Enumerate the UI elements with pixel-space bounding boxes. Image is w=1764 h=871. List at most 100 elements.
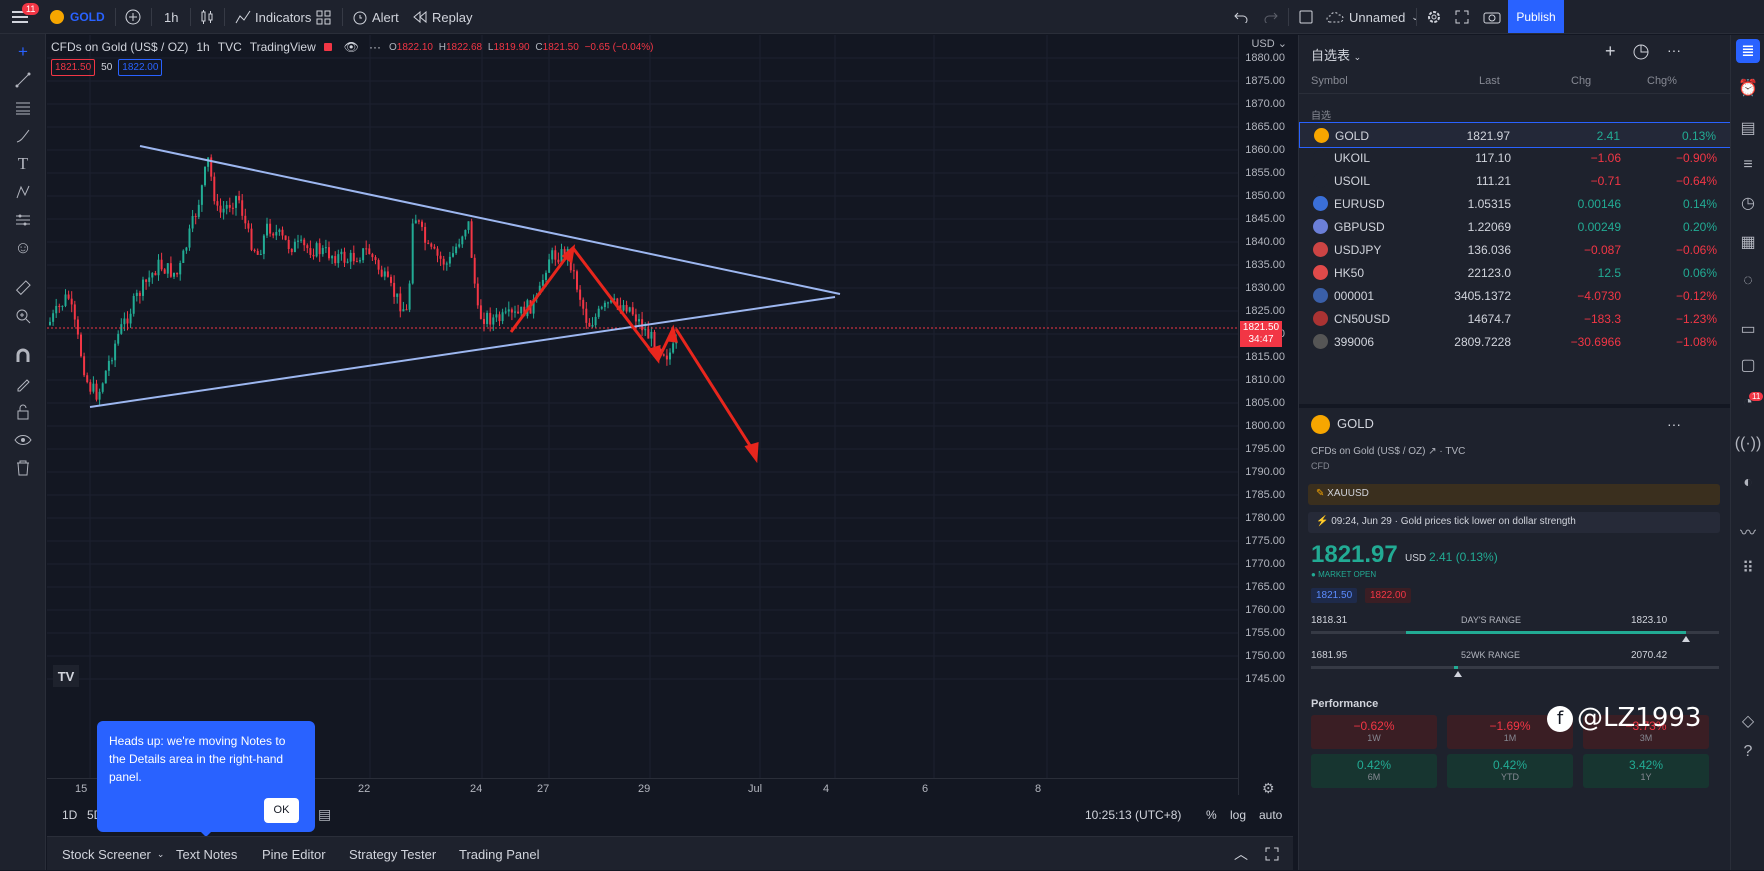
watchlist-title[interactable]: 自选表 ⌄ xyxy=(1311,48,1362,63)
menu-button[interactable] xyxy=(12,0,30,34)
details-more-icon[interactable]: ··· xyxy=(1667,416,1681,432)
details-bid[interactable]: 1821.50 xyxy=(1311,588,1358,603)
details-ask[interactable]: 1822.00 xyxy=(1365,588,1412,603)
compare-button[interactable] xyxy=(125,0,141,34)
settings-button[interactable] xyxy=(1426,0,1442,34)
fib-tool-icon[interactable] xyxy=(9,94,37,122)
tab-pine-editor[interactable]: Pine Editor xyxy=(262,846,326,862)
col-last[interactable]: Last xyxy=(1479,75,1500,87)
eye-icon[interactable] xyxy=(9,426,37,454)
watchlist-icon[interactable]: ≣ xyxy=(1736,39,1760,63)
watchlist-row[interactable]: EURUSD 1.05315 0.00146 0.14% xyxy=(1299,191,1731,217)
watchlist-row[interactable]: GOLD 1821.97 2.41 0.13% xyxy=(1299,122,1731,148)
toast-ok-button[interactable]: OK xyxy=(264,798,299,823)
col-symbol[interactable]: Symbol xyxy=(1311,75,1348,87)
details-symbol[interactable]: GOLD xyxy=(1337,416,1374,431)
calendar-icon[interactable]: ▤ xyxy=(318,806,332,822)
performance-cell[interactable]: 0.42% YTD xyxy=(1447,754,1573,788)
advanced-view-icon[interactable] xyxy=(1633,44,1649,63)
replay-button[interactable]: Replay xyxy=(412,0,472,34)
chat-icon[interactable]: ▭ xyxy=(1740,321,1756,338)
watchlist-row[interactable]: UKOIL 117.10 −1.06 −0.90% xyxy=(1299,145,1731,171)
percent-toggle[interactable]: % xyxy=(1206,808,1217,822)
collapse-panel-icon[interactable]: ︿ xyxy=(1234,846,1248,862)
templates-button[interactable] xyxy=(316,0,331,34)
pattern-tool-icon[interactable] xyxy=(9,178,37,206)
help-icon[interactable]: ? xyxy=(1743,743,1753,760)
crosshair-icon[interactable]: + xyxy=(18,42,28,61)
news-headline[interactable]: ⚡ 09:24, Jun 29 · Gold prices tick lower… xyxy=(1308,512,1720,533)
tab-strategy-tester[interactable]: Strategy Tester xyxy=(349,846,437,862)
clock[interactable]: 10:25:13 (UTC+8) xyxy=(1085,808,1182,822)
add-symbol-icon[interactable]: + xyxy=(1605,41,1616,61)
ideas-bulb-icon[interactable]: ◌ xyxy=(1743,272,1753,289)
more-dots-icon[interactable]: ··· xyxy=(369,40,382,54)
performance-cell[interactable]: −3.73% 3M xyxy=(1583,715,1709,749)
bid-price[interactable]: 1821.50 xyxy=(51,59,96,76)
layout-button[interactable] xyxy=(1298,0,1314,34)
emoji-tool-icon[interactable]: ☺ xyxy=(14,238,32,257)
watchlist-row[interactable]: 399006 2809.7228 −30.6966 −1.08% xyxy=(1299,329,1731,355)
alert-button[interactable]: Alert xyxy=(352,0,399,34)
price-chart[interactable] xyxy=(47,35,1238,778)
axis-settings-gear-icon[interactable]: ⚙ xyxy=(1262,780,1275,796)
trendline-tool-icon[interactable] xyxy=(9,66,37,94)
related-symbol-chip[interactable]: ✎ XAUUSD xyxy=(1308,484,1720,505)
lock-icon[interactable] xyxy=(9,398,37,426)
performance-cell[interactable]: −0.62% 1W xyxy=(1311,715,1437,749)
streams-icon[interactable]: ▢ xyxy=(1740,357,1756,374)
help-chat-icon[interactable]: ◐ xyxy=(1743,474,1753,491)
publish-button[interactable]: Publish xyxy=(1508,0,1564,33)
chart-pane[interactable]: CFDs on Gold (US$ / OZ) 1h TVC TradingVi… xyxy=(47,35,1238,831)
chart-type-button[interactable] xyxy=(200,0,214,34)
watchlist-row[interactable]: HK50 22123.0 12.5 0.06% xyxy=(1299,260,1731,286)
watchlist-row[interactable]: CN50USD 14674.7 −183.3 −1.23% xyxy=(1299,306,1731,332)
time-axis[interactable]: 15 22 24 27 29 Jul 4 6 8 xyxy=(47,778,1238,800)
range-1d[interactable]: 1D xyxy=(62,808,78,822)
performance-cell[interactable]: 3.42% 1Y xyxy=(1583,754,1709,788)
tab-stock-screener[interactable]: Stock Screener ⌄ xyxy=(62,846,165,862)
watchlist-section[interactable]: 自选 xyxy=(1311,111,1331,122)
visibility-eye-icon[interactable]: 👁 xyxy=(343,40,360,54)
alarm-clock-icon[interactable]: ⏰ xyxy=(1738,80,1758,97)
undo-button[interactable] xyxy=(1234,0,1248,34)
trend-icon[interactable]: 〰 xyxy=(1739,525,1756,542)
ask-price[interactable]: 1822.00 xyxy=(118,59,163,76)
trash-icon[interactable] xyxy=(9,454,37,482)
text-tool-icon[interactable]: T xyxy=(17,154,29,173)
broadcast-icon[interactable]: ((·)) xyxy=(1734,435,1762,452)
brush-tool-icon[interactable] xyxy=(9,122,37,150)
snapshot-button[interactable] xyxy=(1483,0,1501,34)
price-axis[interactable]: USD ⌄ 1880.00 1875.00 1870.00 1865.00 1860.0… xyxy=(1238,35,1293,795)
col-chgp[interactable]: Chg% xyxy=(1647,75,1677,87)
zoom-in-icon[interactable] xyxy=(9,302,37,330)
layout-name-button[interactable]: Unnamed ⌄ xyxy=(1326,0,1419,34)
more-dots-icon[interactable]: ··· xyxy=(1667,42,1681,58)
watchlist-row[interactable]: GBPUSD 1.22069 0.00249 0.20% xyxy=(1299,214,1731,240)
indicators-button[interactable]: Indicators xyxy=(235,0,311,34)
maximize-panel-icon[interactable] xyxy=(1265,837,1279,871)
news-icon[interactable]: ≡ xyxy=(1743,156,1753,173)
tab-trading-panel[interactable]: Trading Panel xyxy=(459,846,540,862)
auto-toggle[interactable]: auto xyxy=(1259,808,1283,822)
interval-button[interactable]: 1h xyxy=(164,9,179,25)
magnet-icon[interactable] xyxy=(9,342,37,370)
notifications-icon[interactable]: ◔ xyxy=(1743,394,1753,411)
prediction-tool-icon[interactable] xyxy=(9,206,37,234)
hotlist-icon[interactable]: ◷ xyxy=(1741,195,1755,212)
log-toggle[interactable]: log xyxy=(1230,808,1247,822)
lock-pencil-icon[interactable] xyxy=(9,370,37,398)
calendar-icon[interactable]: ▦ xyxy=(1740,234,1756,251)
watchlist-row[interactable]: USOIL 111.21 −0.71 −0.64% xyxy=(1299,168,1731,194)
data-window-icon[interactable]: ▤ xyxy=(1740,120,1756,137)
performance-cell[interactable]: 0.42% 6M xyxy=(1311,754,1437,788)
fullscreen-button[interactable] xyxy=(1455,0,1469,34)
currency-label[interactable]: USD ⌄ xyxy=(1251,38,1287,50)
redo-button[interactable] xyxy=(1264,0,1278,34)
symbol-search[interactable]: GOLD xyxy=(50,0,105,34)
watchlist-row[interactable]: USDJPY 136.036 −0.087 −0.06% xyxy=(1299,237,1731,263)
col-chg[interactable]: Chg xyxy=(1571,75,1592,87)
tab-text-notes[interactable]: Text Notes xyxy=(176,846,238,862)
dotted-grid-icon[interactable]: ⠿ xyxy=(1742,560,1754,577)
layers-icon[interactable]: ◇ xyxy=(1741,713,1755,730)
